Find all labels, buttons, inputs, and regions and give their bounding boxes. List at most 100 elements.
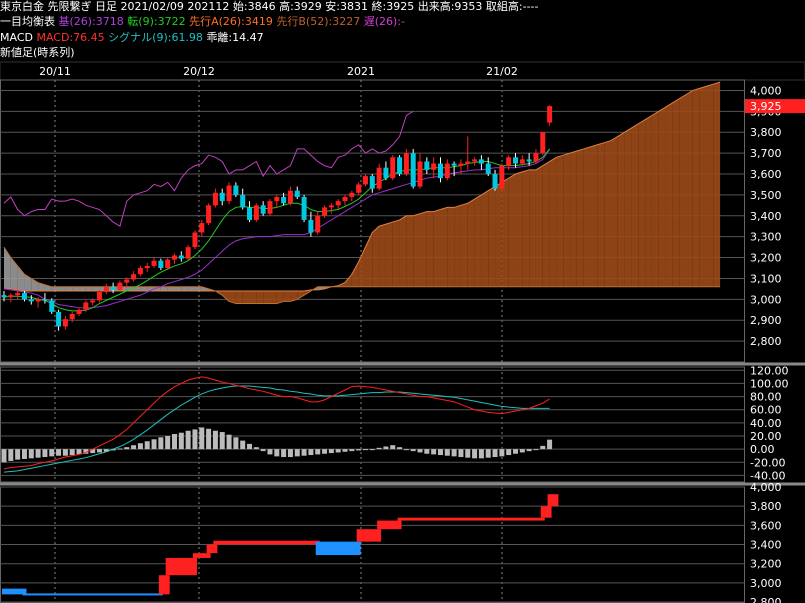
y-tick-label: 40.00	[750, 417, 782, 430]
cloud-segment	[242, 290, 250, 304]
macd-histogram-bar	[131, 445, 137, 450]
candle-body	[76, 309, 82, 314]
macd-histogram-bar	[90, 449, 96, 454]
cloud-segment	[406, 215, 414, 287]
cloud-segment	[617, 132, 625, 287]
cloud-segment	[488, 186, 496, 287]
candle-body	[547, 106, 553, 123]
candle-body	[178, 255, 184, 259]
new-value-step	[2, 588, 27, 595]
cloud-segment	[447, 207, 455, 287]
candle-body	[165, 259, 171, 268]
candle-body	[144, 265, 150, 268]
cloud-segment	[85, 286, 93, 291]
cloud-segment	[529, 169, 536, 287]
candle-body	[451, 163, 457, 166]
macd-histogram-bar	[390, 445, 396, 450]
cloud-segment	[263, 290, 270, 304]
macd-histogram-bar	[485, 449, 491, 458]
header-line-2: 一目均衡表 基(26):3718 転(9):3722 先行A(26):3419 …	[0, 15, 405, 28]
macd-histogram-bar	[513, 449, 518, 454]
macd-histogram-bar	[301, 449, 307, 456]
cloud-segment	[385, 222, 393, 287]
macd-histogram-bar	[151, 439, 157, 450]
chikou-line	[3, 110, 414, 227]
macd-histogram-bar	[376, 447, 382, 450]
cloud-segment	[665, 102, 673, 287]
macd-histogram-bar	[533, 449, 539, 451]
cloud-segment	[460, 203, 468, 287]
macd-histogram-bar	[362, 449, 368, 451]
candle-body	[42, 299, 48, 301]
candle-body	[519, 159, 525, 164]
last-price-tag	[745, 99, 805, 114]
signal-value-label: シグナル(9):61.98	[108, 31, 203, 44]
cloud-segment	[92, 286, 100, 291]
cloud-segment	[345, 274, 352, 287]
cloud-segment	[563, 153, 571, 287]
cloud-segment	[692, 88, 700, 287]
new-value-step	[315, 541, 361, 556]
y-tick-label: 2,800	[750, 335, 782, 348]
candle-body	[492, 174, 498, 189]
new-value-step	[356, 529, 382, 542]
cloud-segment	[467, 199, 475, 287]
cloud-segment	[570, 151, 577, 287]
macd-histogram-bar	[165, 436, 171, 450]
candle-body	[335, 201, 341, 206]
cloud-segment	[269, 290, 277, 304]
cloud-segment	[283, 290, 291, 302]
senkou-span-a-line	[4, 81, 721, 292]
macd-histogram-bar	[349, 449, 355, 452]
macd-histogram-bar	[172, 434, 177, 450]
candle-body	[69, 313, 75, 320]
macd-histogram-bar	[206, 428, 212, 450]
candle-body	[369, 176, 375, 189]
macd-histogram-bar	[144, 441, 150, 450]
header-line-1: 東京白金 先限繋ぎ 日足 2021/02/09 202112 始:3846 高:…	[0, 0, 539, 13]
macd-histogram-bar	[308, 449, 314, 456]
macd-histogram-bar	[417, 449, 423, 453]
candle-body	[267, 201, 273, 214]
macd-histogram-bar	[124, 447, 130, 450]
macd-histogram-bar	[137, 443, 143, 450]
macd-histogram-bar	[212, 430, 218, 450]
cloud-segment	[522, 169, 530, 287]
macd-histogram-bar	[492, 449, 498, 458]
cloud-segment	[474, 194, 482, 287]
cloud-segment	[188, 286, 195, 291]
cloud-segment	[17, 265, 25, 291]
y-tick-label: 0.00	[750, 443, 775, 456]
new-value-step	[213, 540, 320, 545]
cloud-segment	[65, 286, 73, 291]
candle-body	[410, 153, 416, 187]
macd-histogram-bar	[76, 449, 82, 455]
new-value-step	[158, 575, 170, 595]
macd-histogram-bar	[274, 449, 280, 457]
macd-name: MACD	[0, 31, 33, 44]
macd-histogram-bar	[451, 449, 457, 457]
macd-histogram-bar	[253, 447, 259, 450]
candle-body	[328, 205, 334, 208]
y-tick-label: 3,800	[750, 500, 782, 513]
candle-body	[513, 157, 518, 164]
macd-histogram-bar	[110, 449, 116, 451]
candle-body	[281, 196, 287, 204]
cloud-segment	[679, 94, 686, 287]
candle-body	[192, 232, 198, 248]
candle-body	[206, 205, 212, 224]
new-value-step	[22, 593, 163, 596]
y-tick-label: 4,000	[750, 481, 782, 494]
cloud-segment	[590, 144, 598, 287]
y-tick-label: 2,900	[750, 314, 782, 327]
tenkan-label: 転(9):3722	[127, 15, 186, 28]
candle-body	[151, 260, 157, 266]
chikou-label: 遅(26):-	[363, 15, 405, 28]
macd-histogram-bar	[28, 449, 34, 459]
macd-histogram-bar	[226, 434, 232, 450]
candle-body	[172, 255, 177, 260]
candle-body	[219, 192, 225, 202]
macd-histogram-bar	[315, 449, 321, 455]
x-axis-label: 20/11	[39, 65, 71, 78]
